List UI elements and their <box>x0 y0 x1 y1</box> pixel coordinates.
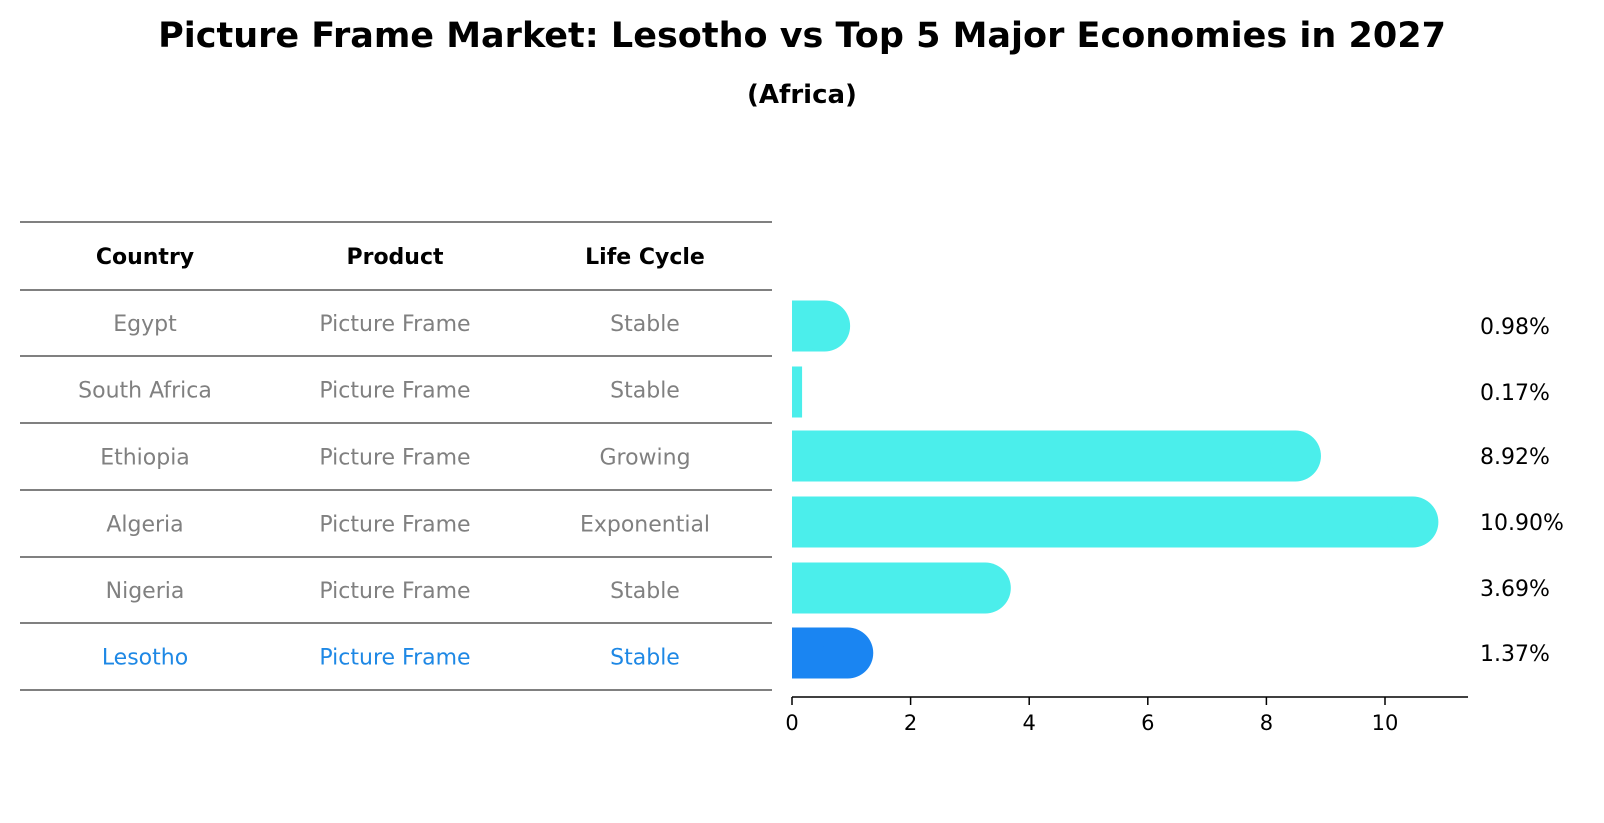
table-cell: Picture Frame <box>319 579 470 604</box>
bar-ethiopia <box>792 430 1321 482</box>
value-label: 3.69% <box>1480 577 1550 602</box>
value-label: 8.92% <box>1480 445 1550 470</box>
chart-subtitle: (Africa) <box>747 80 857 110</box>
value-label: 1.37% <box>1480 642 1550 667</box>
x-tick-label: 8 <box>1260 711 1273 735</box>
table-cell: Ethiopia <box>100 446 190 471</box>
table-header-life-cycle: Life Cycle <box>585 245 705 270</box>
table-header-country: Country <box>96 245 194 270</box>
value-label: 0.98% <box>1480 315 1550 340</box>
table-header-product: Product <box>346 245 444 270</box>
value-label: 10.90% <box>1480 511 1564 536</box>
x-tick-label: 0 <box>785 711 798 735</box>
table-cell: Lesotho <box>102 646 188 671</box>
x-tick-label: 10 <box>1372 711 1399 735</box>
table-cell: Stable <box>610 579 680 604</box>
x-axis: 0 2 4 6 8 10 <box>785 696 1469 735</box>
value-label: 0.17% <box>1480 381 1550 406</box>
bar-chart: 0.98% 0.17% 8.92% 10.90% 3.69% 1.37% <box>792 300 1564 679</box>
table-cell: Picture Frame <box>319 379 470 404</box>
x-tick-label: 4 <box>1023 711 1036 735</box>
table-cell: Exponential <box>580 513 710 538</box>
chart-title: Picture Frame Market: Lesotho vs Top 5 M… <box>158 16 1446 56</box>
data-table: Country Product Life Cycle Egypt Picture Fra… <box>20 221 772 691</box>
bar-south-africa <box>792 366 803 418</box>
table-cell: Algeria <box>106 513 183 538</box>
bar-lesotho <box>792 627 874 679</box>
table-cell: Growing <box>599 446 690 471</box>
table-cell: Nigeria <box>106 579 185 604</box>
x-tick-label: 2 <box>904 711 917 735</box>
table-cell: Picture Frame <box>319 446 470 471</box>
table-cell: Stable <box>610 646 680 671</box>
bar-egypt <box>792 300 851 352</box>
bar-nigeria <box>792 562 1011 614</box>
table-cell: Picture Frame <box>319 646 470 671</box>
table-cell: Stable <box>610 379 680 404</box>
x-tick-label: 6 <box>1141 711 1154 735</box>
table-cell: Egypt <box>113 312 177 337</box>
table-cell: South Africa <box>78 379 212 404</box>
table-cell: Picture Frame <box>319 312 470 337</box>
table-cell: Stable <box>610 312 680 337</box>
bar-algeria <box>792 496 1439 548</box>
table-cell: Picture Frame <box>319 513 470 538</box>
